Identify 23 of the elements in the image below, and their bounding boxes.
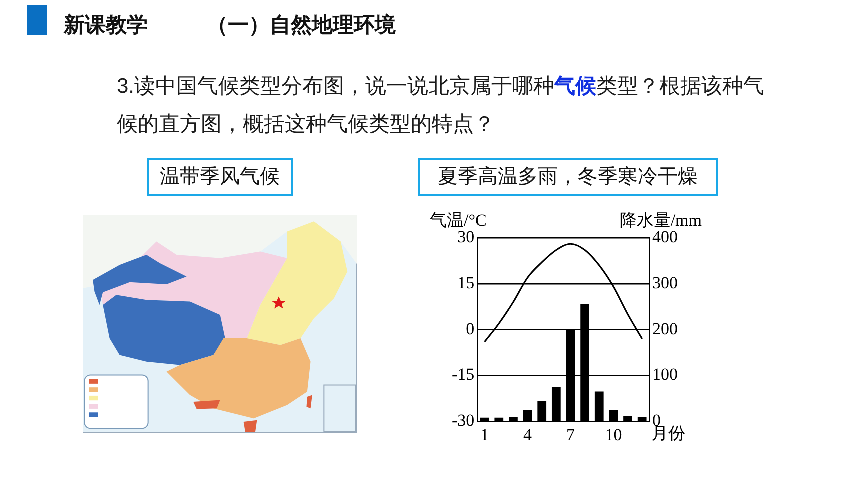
y-tick-label: 0 — [466, 319, 475, 338]
y2-tick-label: 200 — [652, 319, 678, 338]
y-tick-label: -30 — [452, 411, 475, 430]
text: 温带季风气候 — [147, 158, 293, 196]
text: 候的直方图，概括这种气候类型的特点？ — [117, 113, 495, 136]
y2-tick-label: 300 — [652, 273, 678, 292]
y-tick-label: 15 — [458, 273, 475, 292]
x-tick-label: 1 — [480, 425, 490, 444]
y2-axis-title: 降水量/mm — [620, 211, 702, 230]
x-tick-label: 4 — [524, 425, 533, 444]
y-tick-label: 30 — [458, 227, 475, 246]
x-tick-label: 7 — [566, 425, 576, 444]
text: 夏季高温多雨，冬季寒冷干燥 — [418, 158, 718, 196]
y2-tick-label: 100 — [652, 365, 678, 384]
text: 类型？根据该种气 — [596, 75, 765, 98]
x-tick-label: 10 — [605, 425, 622, 444]
text: 气候 — [554, 75, 597, 98]
y-axis-title: 气温/°C — [430, 211, 487, 230]
y2-tick-label: 400 — [652, 227, 678, 246]
text: 3.读中国气候类型分布图，说一说北京属于哪种 — [117, 75, 555, 98]
text: （一）自然地理环境 — [207, 12, 396, 39]
text: 新课教学 — [64, 12, 148, 39]
y-tick-label: -15 — [452, 365, 475, 384]
